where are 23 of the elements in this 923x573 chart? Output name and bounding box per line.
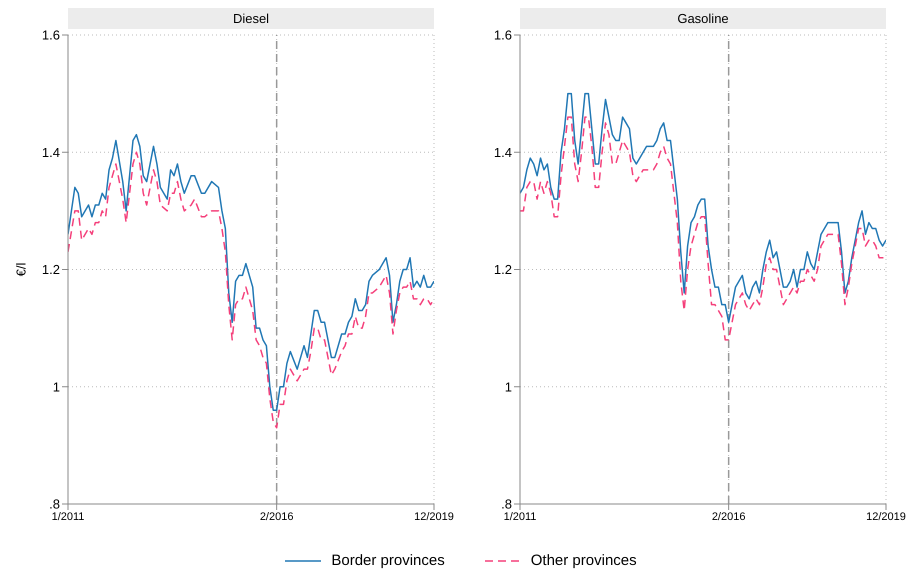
y-tick-label: 1.2: [494, 262, 512, 278]
y-tick-label: 1.2: [42, 262, 60, 278]
line-series: [520, 92, 886, 324]
x-tick-label: 2/2016: [260, 510, 294, 523]
y-tick-label: .8: [501, 496, 512, 512]
x-tick-label: 1/2011: [504, 510, 536, 523]
chart-title: Gasoline: [520, 8, 886, 29]
y-tick-label: 1: [504, 379, 512, 394]
y-tick-label: 1.6: [494, 28, 512, 43]
y-tick-label: 1.4: [494, 144, 512, 160]
y-tick-label: 1: [52, 379, 60, 394]
y-tick-label: .8: [49, 496, 60, 512]
legend-label: Other provinces: [530, 552, 637, 569]
x-tick-label: 12/2019: [866, 510, 906, 523]
x-tick-label: 12/2019: [414, 510, 454, 523]
y-tick-label: 1.6: [42, 28, 60, 43]
x-tick-label: 2/2016: [712, 510, 746, 523]
y-axis-title: €/l: [14, 262, 29, 276]
legend-label: Border provinces: [331, 552, 445, 569]
x-tick-label: 1/2011: [52, 510, 84, 523]
line-series: [520, 116, 886, 341]
chart-title: Diesel: [68, 8, 434, 29]
y-tick-label: 1.4: [42, 144, 60, 160]
